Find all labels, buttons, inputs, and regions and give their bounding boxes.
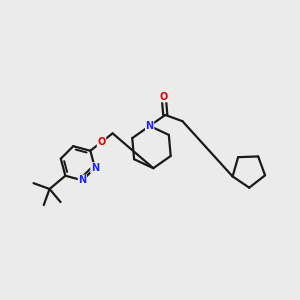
Text: N: N bbox=[91, 163, 99, 173]
Text: O: O bbox=[98, 137, 106, 147]
Text: N: N bbox=[146, 121, 154, 131]
Text: N: N bbox=[78, 175, 86, 185]
Text: O: O bbox=[160, 92, 168, 102]
